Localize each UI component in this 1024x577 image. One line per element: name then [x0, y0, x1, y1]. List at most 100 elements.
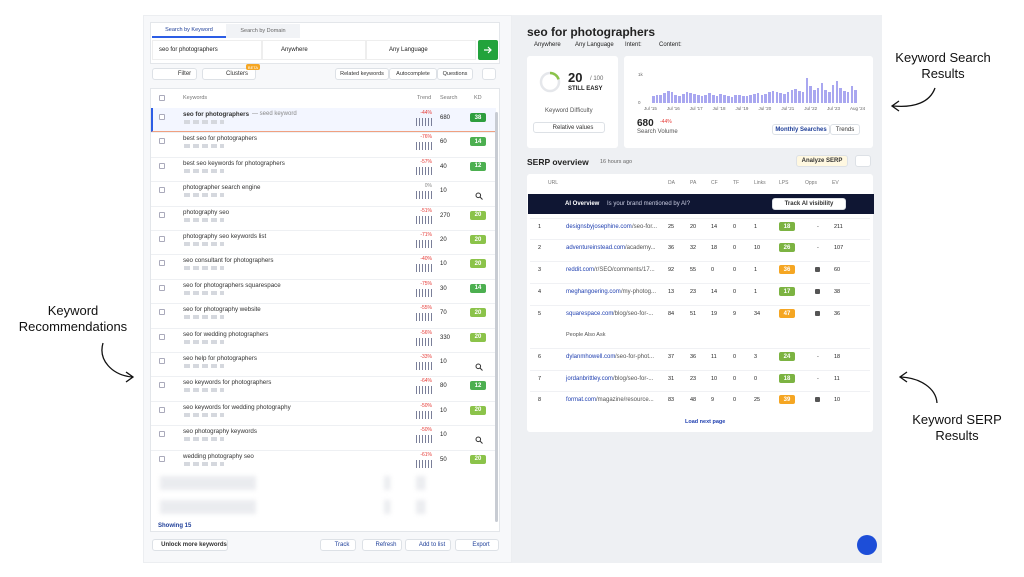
metric-tf: 0	[733, 397, 737, 403]
keyword[interactable]: seo keywords for wedding photography	[183, 403, 291, 411]
volume-bar	[711, 94, 715, 103]
row-checkbox[interactable]	[159, 431, 165, 438]
keyword-chips	[184, 315, 224, 320]
row-checkbox[interactable]	[159, 358, 165, 364]
keyword[interactable]: seo for photography website	[183, 306, 261, 314]
filter-toggle[interactable]: Filter	[152, 68, 197, 80]
blurred-row	[160, 476, 480, 490]
search-volume: 30	[440, 285, 447, 292]
keyword[interactable]: seo for photographers	[183, 111, 250, 118]
keyword[interactable]: seo help for photographers	[183, 355, 257, 362]
action-button[interactable]: Track	[320, 539, 356, 551]
mode-button[interactable]: Questions	[437, 68, 473, 80]
volume-tab[interactable]: Trends	[830, 124, 860, 135]
clusters-toggle[interactable]: Clusters	[202, 68, 256, 80]
x-tick-label: Jul '21	[781, 106, 795, 111]
keyword-chips	[184, 217, 224, 222]
rank: 4	[538, 289, 542, 295]
volume-tab[interactable]: Monthly Searches	[772, 124, 830, 135]
row-checkbox[interactable]	[159, 309, 165, 316]
location-select[interactable]: Anywhere	[262, 40, 366, 60]
row-checkbox[interactable]	[159, 211, 165, 218]
chat-button[interactable]	[857, 535, 877, 555]
unlock-button[interactable]: Unlock more keywords	[152, 539, 228, 551]
kd-search-icon[interactable]	[475, 187, 483, 201]
domain[interactable]: squarespace.com	[566, 311, 614, 317]
keyword[interactable]: wedding photography seo	[183, 452, 254, 460]
volume-bar	[764, 93, 767, 103]
row-checkbox[interactable]	[159, 236, 165, 242]
trend-change: -40%	[420, 256, 432, 263]
language-select[interactable]: Any Language	[366, 40, 476, 60]
keyword[interactable]: seo photography keywords	[183, 428, 257, 436]
keyword[interactable]: photographer search engine	[183, 184, 261, 192]
volume-bar	[745, 96, 749, 103]
volume-bar	[741, 95, 745, 103]
domain[interactable]: jordanbrittley.com	[566, 376, 613, 382]
search-button[interactable]	[478, 40, 498, 60]
mode-button[interactable]: Related keywords	[335, 68, 389, 80]
keyword[interactable]: photography seo	[183, 208, 230, 216]
ai-title: AI Overview	[565, 201, 600, 207]
query-input[interactable]: seo for photographers	[152, 40, 262, 60]
domain[interactable]: format.com	[566, 397, 597, 403]
domain[interactable]: meghangoering.com	[566, 289, 621, 295]
tab[interactable]: Search by Keyword	[152, 24, 226, 38]
row-checkbox[interactable]	[159, 162, 165, 169]
keyword[interactable]: seo keywords for photographers	[183, 379, 272, 387]
domain[interactable]: reddit.com	[566, 267, 595, 273]
keyword[interactable]: seo consultant for photographers	[183, 257, 274, 265]
trend-change: -64%	[420, 378, 432, 385]
domain[interactable]: dylanmhowell.com	[566, 354, 616, 360]
keyword-chips	[184, 144, 224, 149]
lps-badge: 17	[779, 287, 795, 296]
keyword-chips	[184, 290, 224, 295]
row-checkbox[interactable]	[159, 455, 165, 462]
opps-icon	[815, 311, 820, 316]
analyze-button[interactable]: Analyze SERP	[796, 155, 848, 167]
row-checkbox[interactable]	[159, 333, 165, 340]
row-checkbox[interactable]	[159, 114, 165, 120]
header-checkbox[interactable]	[159, 95, 165, 101]
row-divider	[151, 352, 496, 353]
metric-da: 84	[668, 311, 675, 317]
volume-bar	[854, 90, 857, 103]
relative-values[interactable]: Relative values	[533, 122, 605, 133]
keyword[interactable]: photography seo keywords list	[183, 233, 267, 240]
tab[interactable]: Search by Domain	[226, 24, 300, 38]
row-checkbox[interactable]	[159, 138, 165, 145]
action-button[interactable]: Refresh	[362, 539, 402, 551]
keyword-chips	[184, 266, 224, 271]
row-checkbox[interactable]	[159, 284, 165, 291]
serp-view-button[interactable]	[855, 155, 871, 167]
path: /magazine/resource...	[596, 397, 654, 403]
keyword[interactable]: best seo keywords for photographers	[183, 159, 285, 167]
trend-sparkline	[416, 118, 434, 126]
keyword[interactable]: seo for wedding photographers	[183, 330, 269, 338]
meta-intent: Intent:	[625, 42, 642, 48]
action-button[interactable]: Export	[455, 539, 499, 551]
trend-sparkline	[416, 288, 434, 297]
metric-pa: 55	[690, 267, 697, 273]
volume-bar	[753, 94, 756, 103]
load-next-page[interactable]: Load next page	[685, 419, 726, 425]
domain[interactable]: designsbyjosephine.com	[566, 224, 632, 230]
row-checkbox[interactable]	[159, 382, 165, 389]
row-checkbox[interactable]	[159, 406, 165, 413]
ai-track-button[interactable]: Track AI visibility	[772, 198, 846, 210]
mode-button[interactable]: Autocomplete	[389, 68, 437, 80]
x-tick-label: Jul '16	[666, 106, 680, 111]
keyword[interactable]: best seo for photographers	[183, 135, 257, 143]
row-checkbox[interactable]	[159, 187, 165, 194]
keyword[interactable]: seo for photographers squarespace	[183, 281, 281, 289]
kd-search-icon[interactable]	[475, 431, 483, 445]
view-button[interactable]	[482, 68, 496, 80]
row-checkbox[interactable]	[159, 260, 165, 267]
serp-title: SERP overview	[527, 157, 589, 167]
row-divider	[151, 449, 496, 451]
ev: 211	[834, 224, 843, 230]
trend-change: -75%	[420, 280, 432, 287]
domain[interactable]: adventureinstead.com	[566, 245, 626, 251]
kd-search-icon[interactable]	[475, 358, 483, 371]
action-button[interactable]: Add to list	[405, 539, 451, 551]
